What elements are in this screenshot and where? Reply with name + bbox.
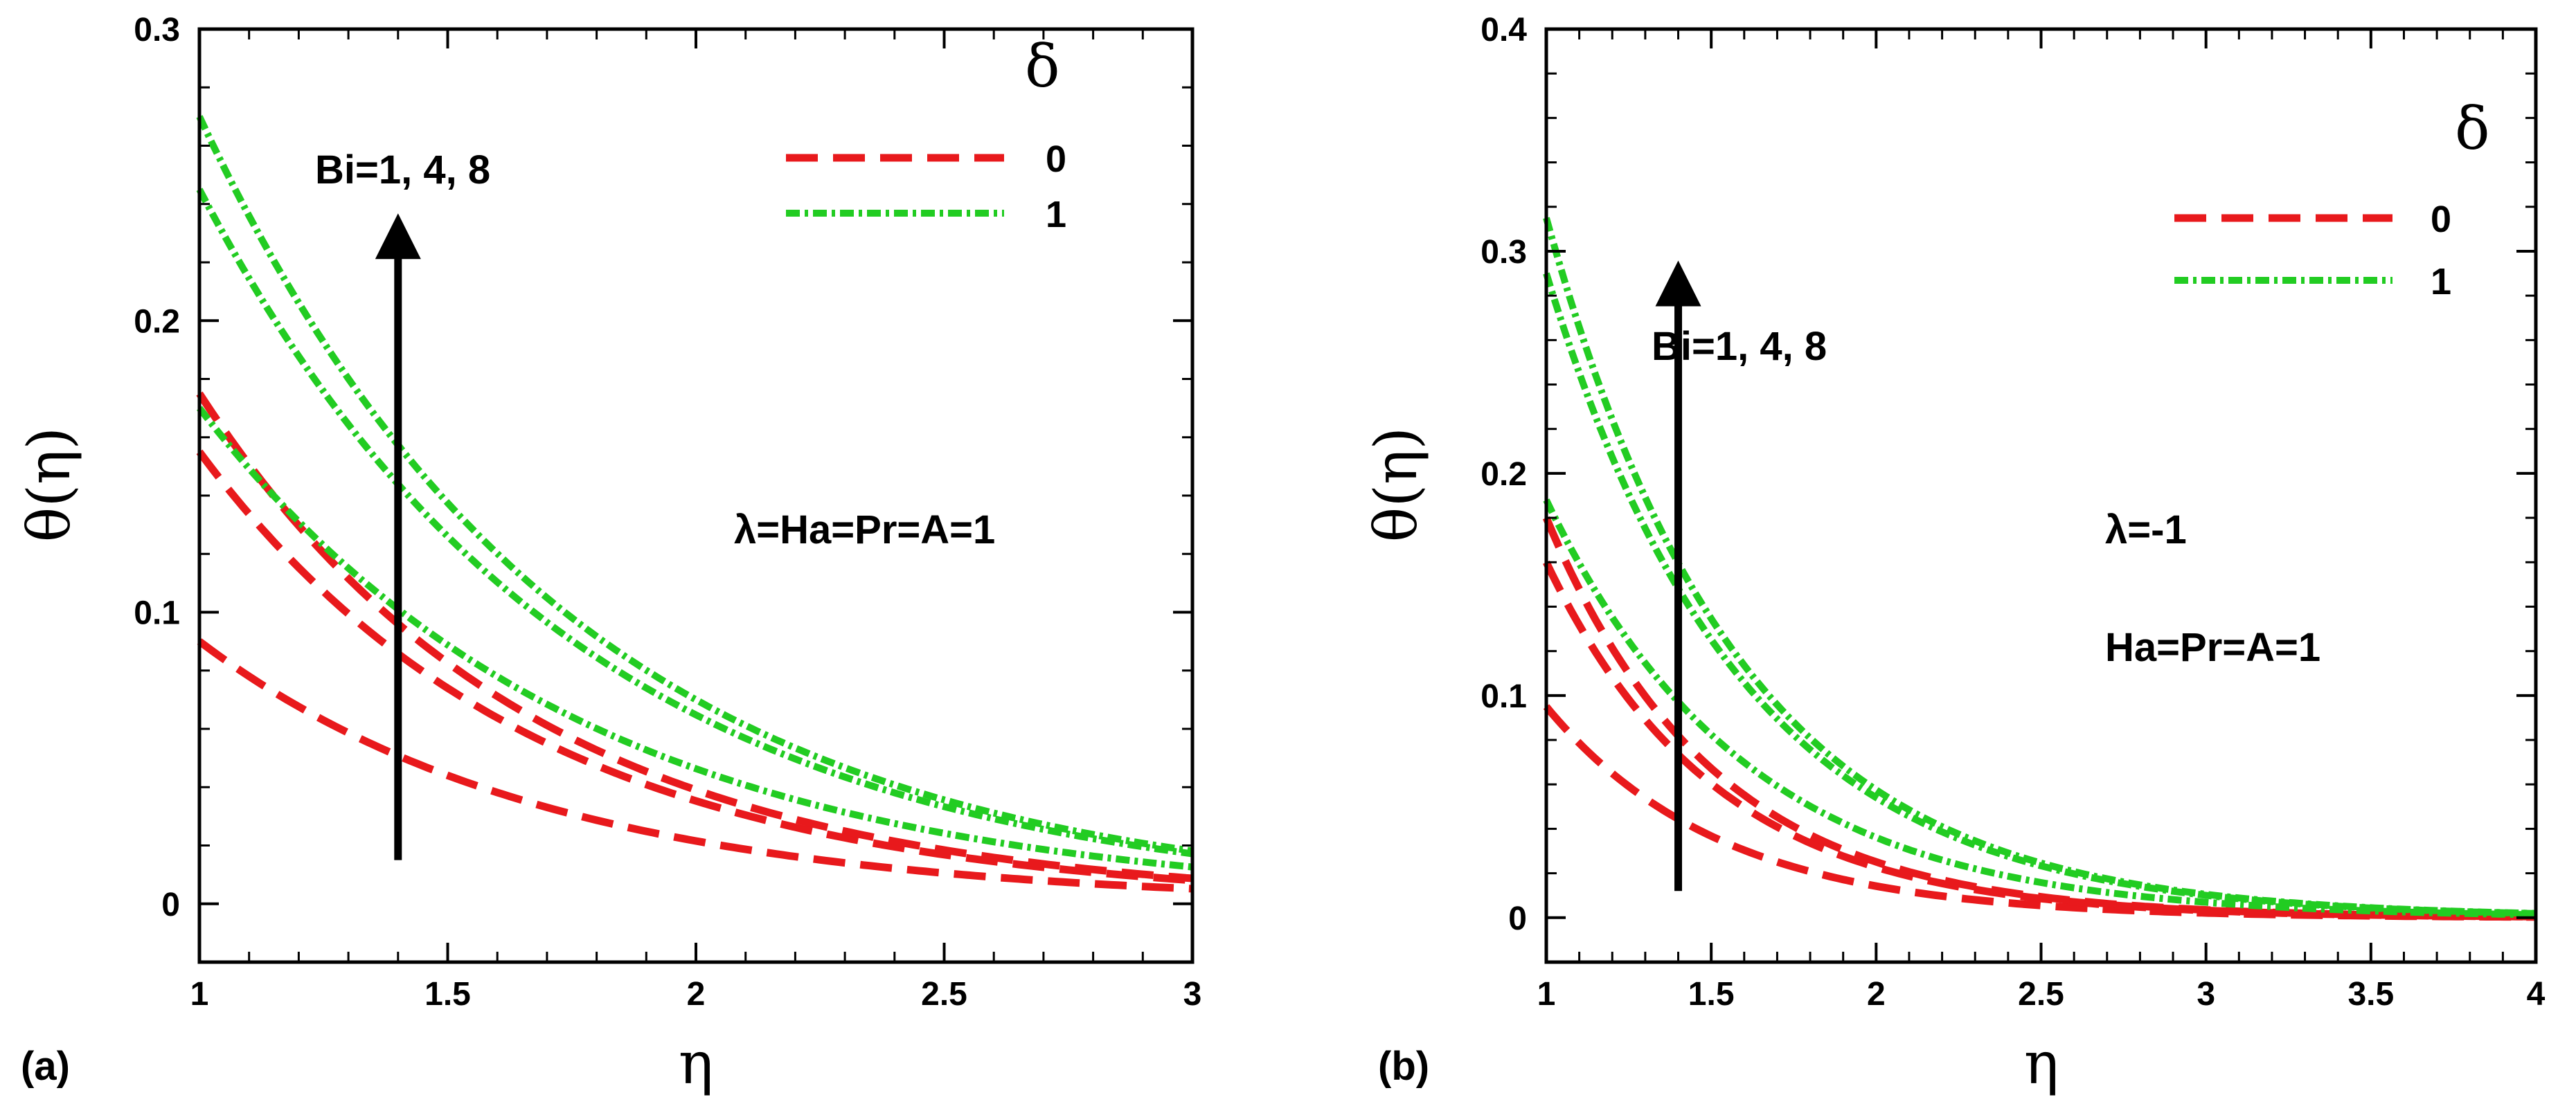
panel-b-panel-label: (b) (1378, 1044, 1429, 1089)
panel-b-series-line-4 (1543, 498, 2537, 919)
panel-a-y-tick-label: 0 (161, 887, 180, 923)
panel-a-y-tick-label: 0.1 (134, 595, 180, 632)
panel-b-x-tick-label: 4 (2527, 976, 2546, 1013)
panel-b-y-tick-label: 0.3 (1481, 234, 1527, 271)
panel-b-annotation-1: Bi=1, 4, 8 (1652, 324, 1827, 369)
panel-a-series-line-2 (196, 449, 1193, 885)
panel-b-annotation-3: Ha=Pr=A=1 (2105, 625, 2320, 670)
panel-a-y-tick-label: 0.2 (134, 303, 180, 340)
panel-b-annotation-2: λ=-1 (2105, 507, 2187, 552)
panel-a-x-tick-label: 3 (1183, 976, 1202, 1013)
panel-b-y-tick-label: 0.1 (1481, 678, 1527, 715)
panel-a-series-line-4 (197, 406, 1193, 871)
panel-b-x-axis-label: η (2024, 1029, 2059, 1097)
panel-a-panel-label: (a) (21, 1044, 70, 1089)
panel-b-y-tick-label: 0.4 (1481, 12, 1527, 48)
panel-b-x-tick-label: 1.5 (1688, 976, 1735, 1013)
panel-b-y-tick-label: 0.2 (1481, 456, 1527, 493)
panel-a-x-tick-label: 1.5 (424, 976, 471, 1013)
panel-b-y-tick-label: 0 (1508, 901, 1527, 937)
panel-b-x-tick-label: 3 (2197, 976, 2215, 1013)
panel-a-chart: 1 1.5 2 2.5 3 0 0.1 0.2 0.3 η θ(η) (a) Bi=1, 4, 8 λ=H… (15, 12, 1201, 1097)
panel-b-series-line-5 (1543, 272, 2537, 917)
panel-b-legend-label-1: 0 (2431, 199, 2451, 240)
panel-b-series-line-3 (1542, 516, 2536, 921)
panel-b-chart: 1 1.5 2 2.5 3 3.5 4 0 0.1 0.2 0.3 0.4 η θ(η) (b) Bi=1, … (1362, 12, 2546, 1097)
panel-a-y-tick-label: 0.3 (134, 12, 180, 48)
panel-a-legend-label-1: 0 (1046, 138, 1066, 180)
panel-b-plot-frame (1544, 27, 2538, 964)
panel-a-series-line-3 (196, 391, 1193, 883)
panel-a-x-tick-label: 2.5 (921, 976, 967, 1013)
panel-b-x-tick-label: 3.5 (2347, 976, 2394, 1013)
panel-a-legend-label-2: 1 (1046, 194, 1066, 235)
panel-a-annotation-2: λ=Ha=Pr=A=1 (734, 507, 995, 552)
panel-b-x-tick-label: 1 (1537, 976, 1556, 1013)
panel-b-series-line-1 (1543, 704, 2536, 921)
panel-a-series-line-1 (197, 638, 1193, 893)
panel-b-legend-title: δ (2455, 95, 2490, 163)
panel-b-series-line-6 (1543, 217, 2537, 917)
panel-a-series-line-5 (196, 188, 1193, 858)
panel-b-x-tick-label: 2.5 (2018, 976, 2064, 1013)
panel-a-x-axis-label: η (679, 1029, 713, 1097)
panel-a-x-tick-label: 2 (687, 976, 706, 1013)
panel-a-annotation-1: Bi=1, 4, 8 (315, 147, 490, 192)
panel-a-x-tick-label: 1 (190, 976, 209, 1013)
panel-b-x-tick-label: 2 (1867, 976, 1886, 1013)
panel-b-y-axis-label: θ(η) (1362, 427, 1430, 542)
panel-b-legend-label-2: 1 (2431, 261, 2451, 302)
panel-a-series-line-6 (196, 115, 1193, 855)
panel-a-legend-title: δ (1025, 33, 1060, 100)
panel-a-y-axis-label: θ(η) (15, 427, 83, 542)
